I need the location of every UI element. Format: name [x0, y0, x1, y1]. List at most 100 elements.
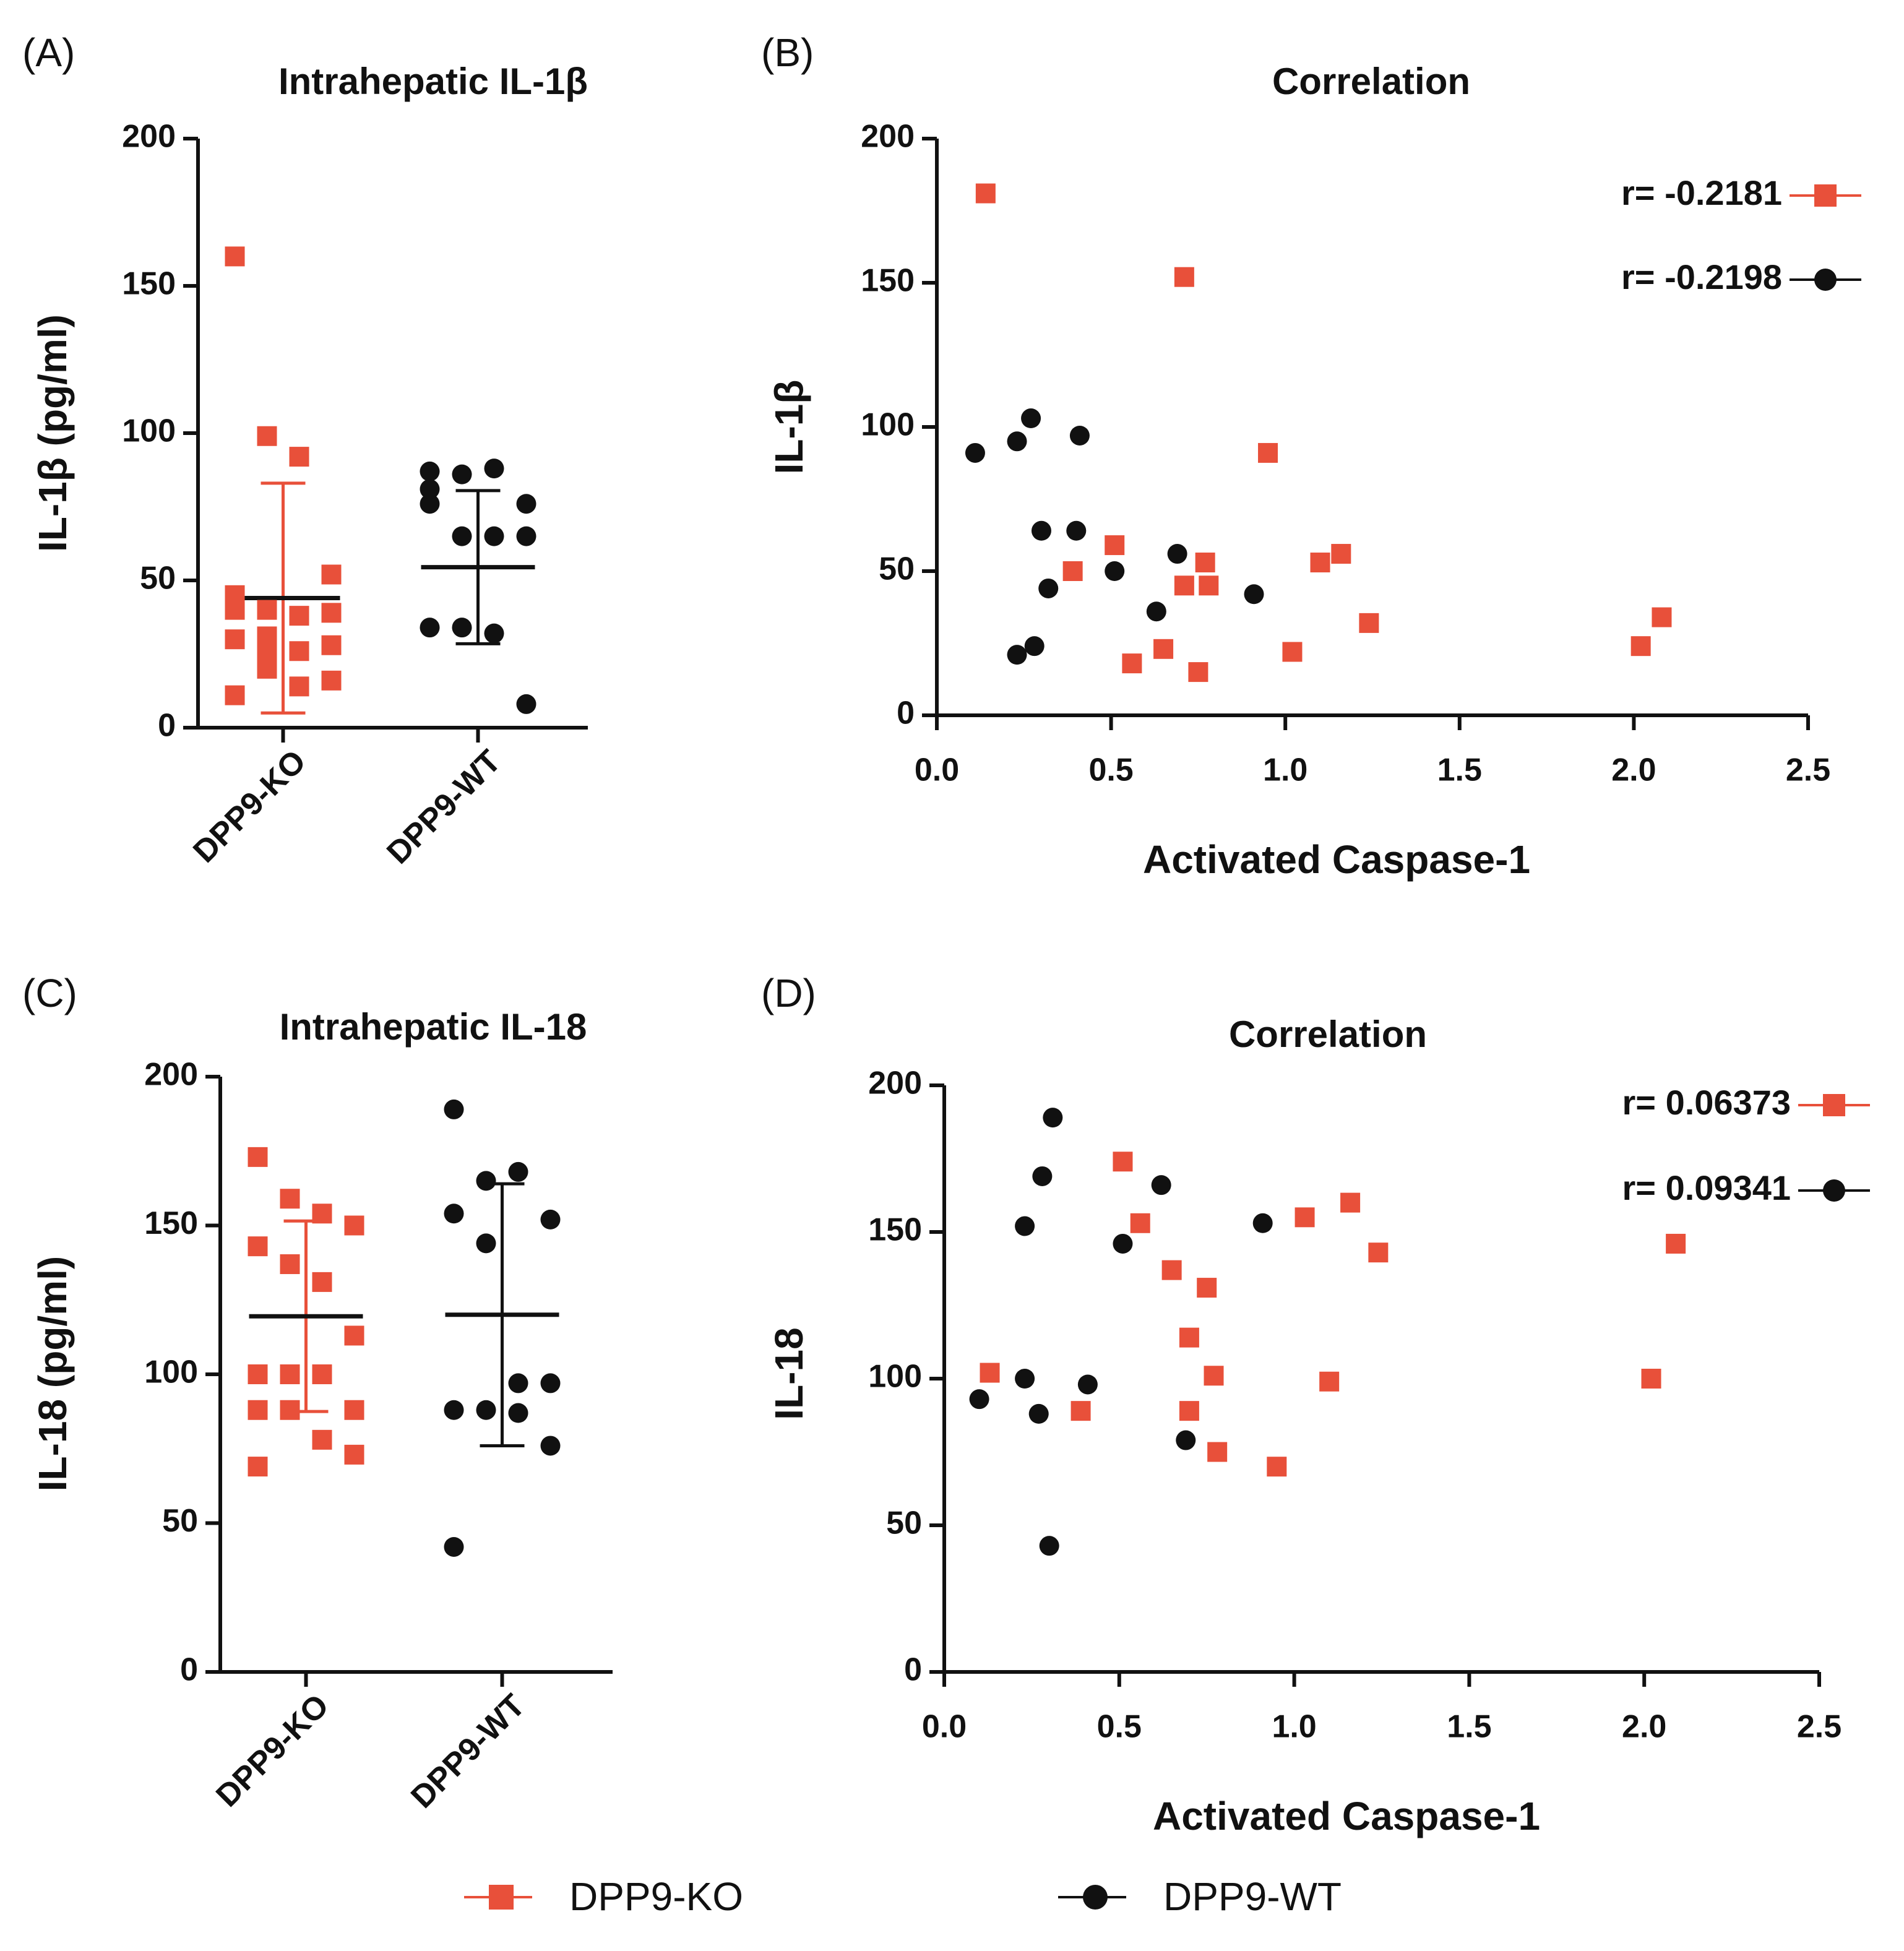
point: [1207, 1442, 1228, 1462]
point: [508, 1161, 528, 1182]
y-tick-label: 0: [180, 1652, 198, 1688]
point: [508, 1403, 528, 1423]
panel-label: (D): [761, 971, 816, 1015]
point: [1146, 601, 1166, 622]
point: [1032, 1166, 1053, 1186]
point: [1188, 662, 1208, 683]
point: [344, 1215, 364, 1236]
y-tick-label: 100: [144, 1355, 198, 1390]
y-axis-label: IL-1β: [767, 380, 811, 475]
y-tick-label: 100: [122, 413, 176, 449]
point: [516, 694, 536, 714]
panel-label: (C): [22, 971, 77, 1015]
point: [1310, 553, 1330, 573]
panel-chart: (D) Correlation IL-18 0 50 100 150 200 0.0 0.5 1.0…: [761, 971, 1870, 1838]
legend-marker: [1083, 1885, 1108, 1910]
point: [1113, 1152, 1133, 1172]
legend-label: r= -0.2181: [1621, 173, 1782, 212]
legend-label: DPP9-WT: [1163, 1874, 1342, 1919]
point: [1252, 1213, 1273, 1233]
point: [280, 1364, 300, 1384]
legend-marker: [1814, 184, 1837, 207]
chart-title: Correlation: [1229, 1014, 1427, 1055]
point: [289, 676, 309, 697]
x-tick-label: 2.0: [1611, 752, 1656, 788]
point: [1652, 607, 1672, 627]
y-tick-label: 100: [861, 407, 915, 443]
point: [1069, 425, 1090, 446]
point: [484, 526, 504, 546]
panel-label: (B): [761, 30, 814, 75]
panel-chart: (B) Correlation IL-1β 0 50 100 150 200 0.0 0.5 1.0…: [761, 30, 1861, 882]
y-tick-label: 200: [144, 1057, 198, 1093]
y-tick-label: 0: [158, 708, 176, 744]
point: [1015, 1369, 1035, 1389]
point: [1195, 553, 1215, 573]
point: [280, 1400, 300, 1420]
x-tick-label: 2.5: [1786, 752, 1830, 788]
point: [420, 461, 440, 481]
point: [1062, 561, 1083, 581]
point: [452, 464, 472, 485]
x-tick-label: 0.0: [915, 752, 959, 788]
point: [1122, 653, 1142, 674]
y-tick-label: 150: [868, 1212, 922, 1248]
x-tick-label: 0.5: [1088, 752, 1133, 788]
legend-marker: [1823, 1094, 1845, 1116]
point: [476, 1233, 496, 1254]
point: [1105, 535, 1125, 556]
point: [1340, 1192, 1361, 1213]
point: [248, 1457, 268, 1477]
y-tick-label: 150: [122, 266, 176, 302]
point: [248, 1147, 268, 1167]
point: [452, 526, 472, 546]
y-axis-label: IL-18 (pg/ml): [30, 1256, 75, 1491]
point: [289, 447, 309, 467]
legend-label: r= -0.2198: [1621, 257, 1782, 296]
point: [1161, 1260, 1182, 1280]
point: [420, 479, 440, 499]
point: [484, 623, 504, 644]
point: [1167, 544, 1187, 564]
point: [248, 1364, 268, 1384]
point: [1258, 442, 1278, 463]
point: [444, 1099, 464, 1119]
point: [321, 603, 342, 623]
point: [248, 1400, 268, 1420]
point: [1359, 613, 1379, 633]
x-tick-label: 1.5: [1447, 1709, 1491, 1745]
point: [1267, 1457, 1287, 1477]
x-tick-label: DPP9-WT: [404, 1687, 532, 1815]
point: [257, 426, 277, 446]
point: [1641, 1369, 1661, 1389]
point: [1174, 267, 1194, 287]
legend-marker: [1823, 1179, 1845, 1202]
point: [540, 1436, 561, 1456]
point: [1077, 1374, 1098, 1395]
point: [225, 685, 245, 705]
point: [1153, 639, 1174, 659]
point: [1028, 1403, 1049, 1424]
point: [1038, 578, 1059, 598]
point: [420, 494, 440, 514]
x-tick-label: 2.0: [1622, 1709, 1666, 1745]
point: [289, 606, 309, 626]
chart-title: Intrahepatic IL-18: [280, 1006, 587, 1048]
point: [1319, 1371, 1340, 1392]
y-tick-label: 150: [144, 1205, 198, 1241]
point: [321, 564, 342, 585]
point: [257, 600, 277, 620]
x-tick-label: DPP9-KO: [209, 1687, 335, 1814]
point: [1244, 584, 1264, 605]
point: [1007, 431, 1027, 452]
x-tick-label: 1.5: [1437, 752, 1482, 788]
point: [1179, 1327, 1199, 1348]
legend-label: r= 0.06373: [1622, 1083, 1791, 1122]
x-tick-label: 2.5: [1797, 1709, 1842, 1745]
point: [289, 641, 309, 661]
y-tick-label: 50: [886, 1505, 922, 1541]
point: [248, 1236, 268, 1257]
point: [280, 1254, 300, 1275]
point: [1130, 1213, 1150, 1233]
